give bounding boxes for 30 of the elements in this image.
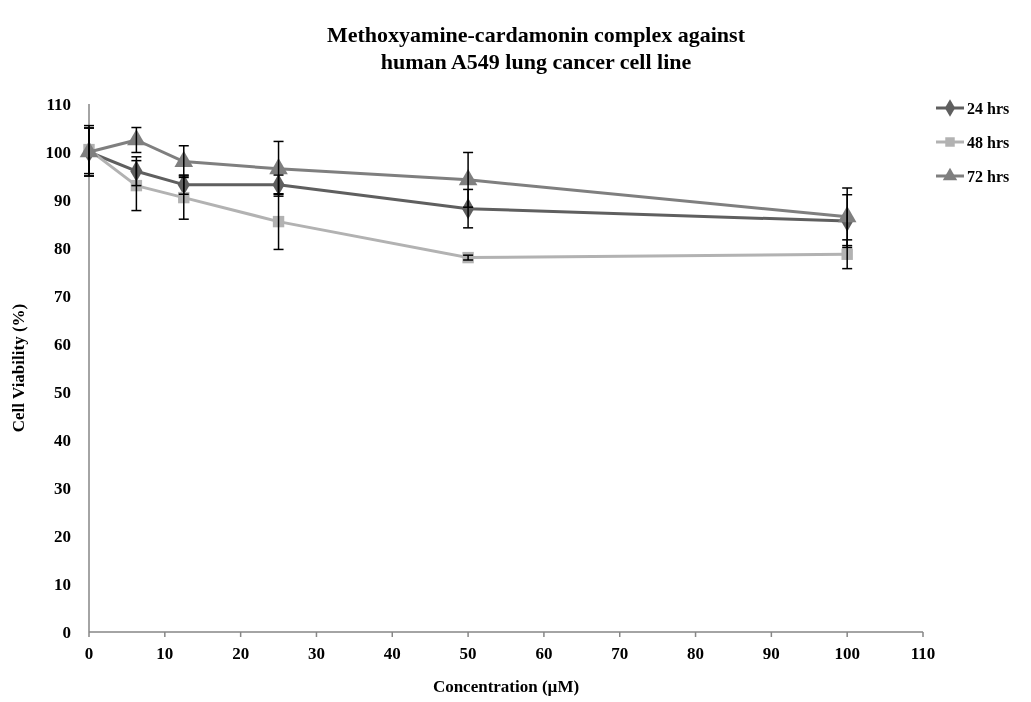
y-axis-title: Cell Viability (%)	[9, 303, 28, 433]
y-tick-label: 10	[54, 574, 71, 594]
y-tick-label: 60	[54, 334, 71, 354]
legend-label: 72 hrs	[967, 167, 1010, 185]
y-tick-label: 90	[54, 190, 71, 210]
y-tick-label: 100	[45, 142, 71, 162]
x-tick-label: 30	[307, 644, 325, 663]
x-tick-label: 50	[459, 644, 477, 663]
y-tick-label: 20	[54, 526, 71, 546]
x-tick-label: 110	[910, 644, 936, 663]
y-tick-label: 30	[54, 478, 71, 498]
chart-title: Methoxyamine-cardamonin complex against human A549 lung cancer cell line	[327, 22, 746, 74]
x-tick-label: 10	[156, 644, 174, 663]
x-tick-label: 0	[84, 644, 94, 663]
x-axis-title: Concentration (µM)	[432, 677, 580, 696]
x-tick-label: 90	[762, 644, 780, 663]
legend-label: 48 hrs	[967, 133, 1010, 151]
x-tick-label: 40	[383, 644, 401, 663]
x-tick-label: 70	[611, 644, 629, 663]
y-tick-label: 110	[46, 94, 71, 114]
y-tick-label: 50	[54, 382, 71, 402]
x-tick-label: 20	[232, 644, 250, 663]
y-tick-label: 40	[54, 430, 71, 450]
x-tick-label: 100	[834, 644, 860, 663]
x-tick-label: 60	[535, 644, 553, 663]
legend-label: 24 hrs	[967, 99, 1010, 117]
y-tick-label: 70	[54, 286, 71, 306]
y-tick-label: 0	[62, 622, 71, 642]
y-tick-label: 80	[54, 238, 71, 258]
x-tick-label: 80	[687, 644, 705, 663]
